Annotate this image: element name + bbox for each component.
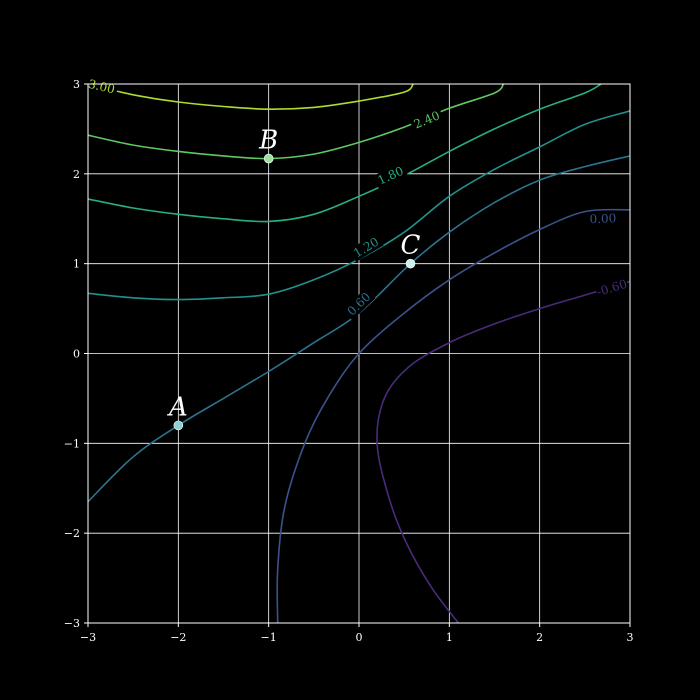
contour-label-mask <box>586 211 620 227</box>
x-tick-label: −3 <box>80 631 96 644</box>
x-tick-label: 0 <box>356 631 363 644</box>
x-tick-label: 3 <box>627 631 634 644</box>
contour-label-mask <box>373 162 409 189</box>
x-tick-label: 2 <box>536 631 543 644</box>
y-tick-label: 2 <box>73 168 80 181</box>
y-tick-label: −3 <box>64 617 80 630</box>
y-tick-label: −1 <box>64 437 80 450</box>
x-tick-label: 1 <box>446 631 453 644</box>
contour-label-3.00: 3.00 <box>87 77 116 97</box>
point-A <box>173 420 184 431</box>
y-tick-label: 0 <box>73 348 80 361</box>
y-tick-label: 1 <box>73 258 80 271</box>
contour-label-mask <box>409 107 445 133</box>
contour-label-mask <box>594 276 630 300</box>
x-tick-label: −2 <box>170 631 186 644</box>
contour-label-mask <box>84 76 119 98</box>
x-tick-label: −1 <box>261 631 277 644</box>
point-label-C: C <box>401 231 421 261</box>
contour-label-0.00: 0.00 <box>589 211 616 226</box>
contour-label-mask <box>342 287 376 321</box>
axes: −3 −2 −1 0 1 2 3 −3 −2 −1 0 1 2 3 <box>64 78 634 644</box>
point-label-A: A <box>167 392 188 422</box>
contour-label-mask <box>348 233 384 262</box>
contour-line-3.00 <box>88 84 414 111</box>
point-label-B: B <box>258 126 278 156</box>
point-C <box>405 258 416 269</box>
contour-line-2.40 <box>88 84 505 160</box>
contour-line-0.00 <box>276 208 630 623</box>
y-tick-label: 3 <box>73 78 80 91</box>
marked-points: A B C <box>167 126 421 431</box>
contour-labels: -0.600.000.601.201.802.403.00 <box>84 76 630 321</box>
y-tick-label: −2 <box>64 527 80 540</box>
point-B <box>263 153 274 164</box>
contour-line-1.80 <box>88 84 602 223</box>
contour-line--0.60 <box>376 280 630 623</box>
